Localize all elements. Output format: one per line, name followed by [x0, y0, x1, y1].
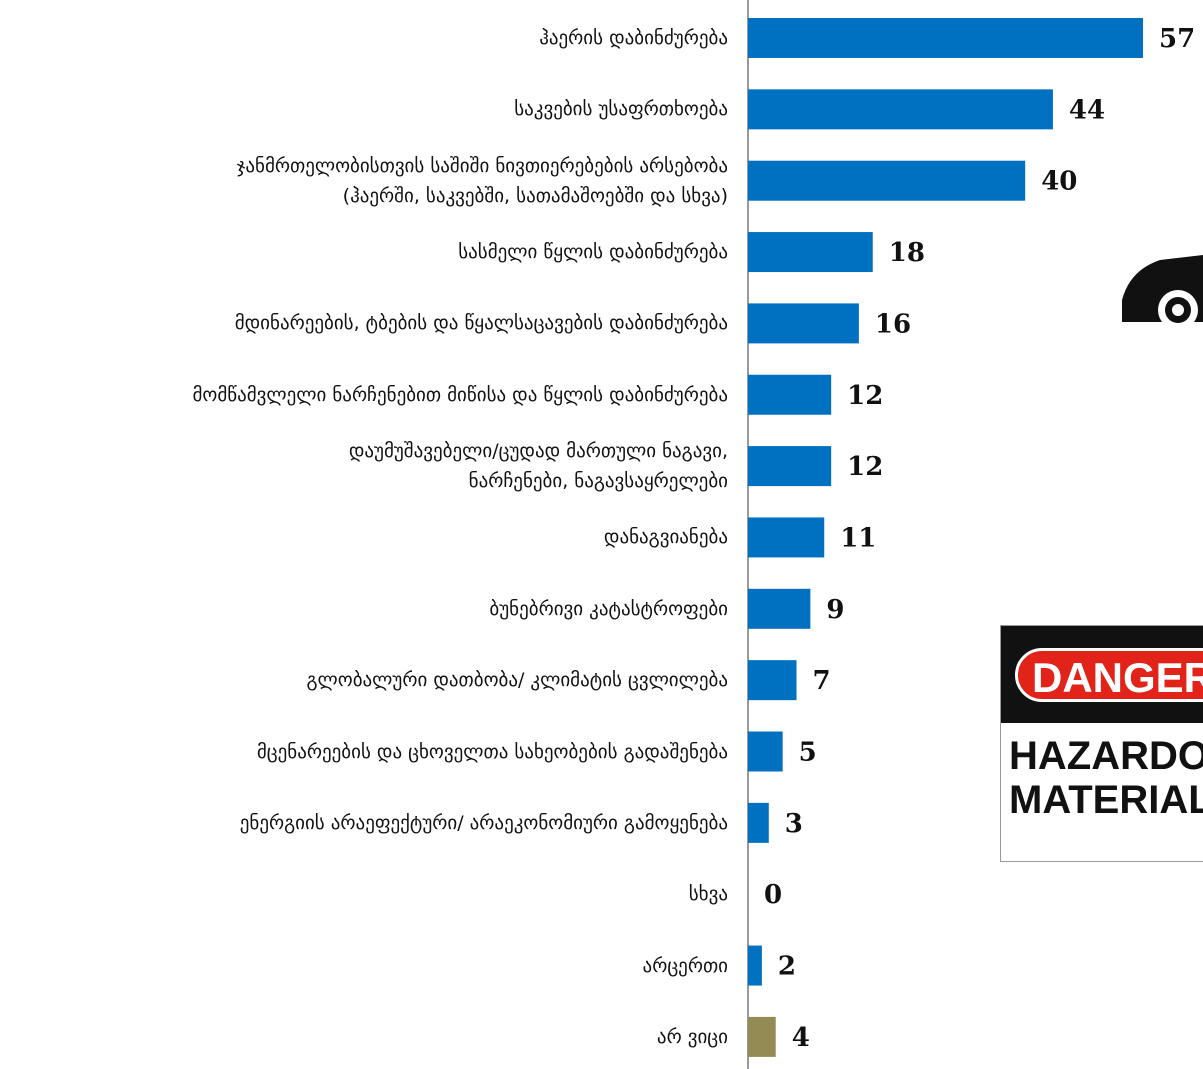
value-label: 40	[1041, 167, 1077, 197]
value-label: 0	[764, 880, 782, 910]
bar	[748, 89, 1053, 130]
value-label: 7	[813, 666, 831, 696]
category-label: საკვების უსაფრთხოება	[514, 98, 728, 121]
bar	[748, 731, 783, 772]
bar	[748, 588, 811, 629]
bar	[748, 446, 832, 487]
value-label: 2	[778, 952, 796, 982]
category-label: სხვა	[688, 883, 728, 906]
car-icon	[1122, 255, 1203, 330]
category-label: ბუნებრივი კატასტროფები	[489, 597, 728, 620]
value-label: 11	[840, 523, 876, 553]
bar	[748, 160, 1026, 201]
bar	[748, 18, 1143, 58]
category-label: მდინარეების, ტბების და წყალსაცავების დაბ…	[234, 312, 728, 335]
value-label: 12	[847, 452, 883, 482]
value-label: 18	[889, 238, 925, 268]
bar	[748, 303, 859, 344]
value-label: 5	[799, 738, 817, 768]
category-label: არცერთი	[642, 954, 728, 977]
category-label: სასმელი წყლის დაბინძურება	[458, 241, 728, 264]
bar	[748, 517, 825, 558]
bar	[748, 802, 769, 843]
sign-text: HAZARDOUS MATERIALS	[1009, 734, 1203, 822]
category-label: ენერგიის არაეფექტური/ არაეკონომიური გამო…	[239, 811, 728, 834]
value-label: 12	[847, 381, 883, 411]
value-label: 9	[826, 595, 844, 625]
category-label: ჯანმრთელობისთვის საშიში ნივთიერებების არ…	[236, 154, 728, 207]
bar	[748, 374, 832, 415]
value-label: 16	[875, 309, 911, 339]
category-label: არ ვიცი	[656, 1025, 728, 1048]
bar	[748, 1016, 776, 1057]
danger-sign: DANGER HAZARDOUS MATERIALS	[1000, 625, 1203, 862]
category-label: დანაგვიანება	[603, 526, 728, 549]
category-label: გლობალური დათბობა/ კლიმატის ცვლილება	[306, 669, 729, 692]
value-label: 44	[1069, 95, 1105, 125]
category-label: მომწამვლელი ნარჩენებით მიწისა და წყლის დ…	[192, 383, 728, 406]
category-label: დაუმუშავებელი/ცუდად მართული ნაგავი, ნარჩ…	[348, 440, 728, 493]
value-label: 57	[1159, 24, 1195, 54]
value-label: 4	[792, 1023, 810, 1053]
value-label: 3	[785, 809, 803, 839]
sign-line: HAZARDOUS	[1009, 734, 1203, 778]
bar	[748, 660, 797, 701]
bar	[748, 945, 762, 986]
sign-header: DANGER	[1015, 648, 1203, 702]
category-label: ჰაერის დაბინძურება	[539, 27, 728, 49]
bar	[748, 232, 873, 273]
category-label: მცენარეების და ცხოველთა სახეობების გადაშ…	[256, 740, 728, 763]
sign-line: MATERIALS	[1009, 778, 1203, 822]
